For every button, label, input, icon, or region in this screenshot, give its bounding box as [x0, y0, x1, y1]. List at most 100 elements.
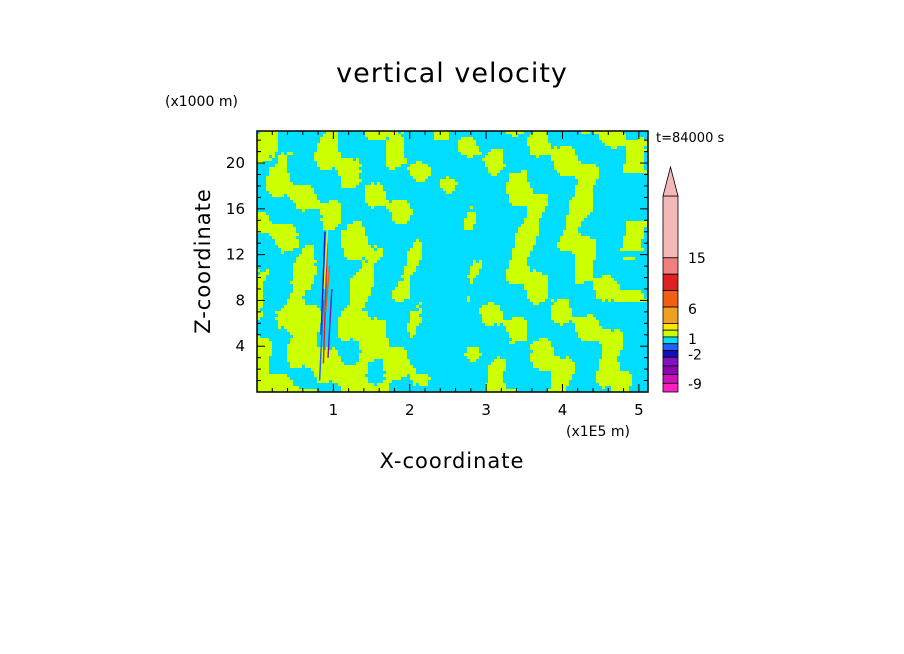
field-cell [413, 245, 422, 248]
field-cell [515, 239, 536, 242]
field-cell [383, 380, 392, 383]
field-cell [257, 146, 278, 149]
field-cell [275, 164, 287, 167]
field-cell [506, 269, 530, 272]
field-cell [410, 377, 431, 380]
field-cell [593, 281, 617, 284]
field-cell [512, 317, 524, 320]
field-cell [266, 188, 314, 191]
field-cell [410, 332, 416, 335]
field-cell [374, 245, 377, 248]
field-cell [320, 212, 341, 215]
field-cell [530, 344, 551, 347]
field-cell [506, 326, 527, 329]
field-cell [314, 152, 341, 155]
field-cell [395, 221, 407, 224]
field-cell [611, 146, 617, 149]
field-cell [341, 389, 389, 392]
field-cell [506, 182, 530, 185]
field-cell [602, 353, 620, 356]
y-tick-label: 16 [226, 200, 245, 218]
field-cell [407, 323, 419, 326]
field-cell [497, 356, 500, 359]
field-cell [386, 152, 404, 155]
field-cell [410, 320, 422, 323]
field-cell [275, 311, 323, 314]
field-cell [296, 203, 341, 206]
field-cell [278, 158, 287, 161]
y-tick-label: 12 [226, 246, 245, 264]
field-cell [572, 251, 596, 254]
field-cell [257, 134, 278, 137]
field-streak [327, 288, 333, 358]
field-cell [599, 137, 626, 140]
field-cell [575, 260, 593, 263]
field-cell [335, 167, 359, 170]
field-cell [527, 209, 545, 212]
field-cell [569, 206, 593, 209]
field-cell [416, 161, 422, 164]
field-cell [551, 374, 572, 377]
field-cell [407, 260, 419, 263]
field-cell [509, 263, 527, 266]
field-cell [506, 191, 533, 194]
field-cell [257, 365, 269, 368]
field-cell [626, 149, 647, 152]
field-cell [605, 143, 647, 146]
field-cell [395, 299, 404, 302]
field-cell [320, 209, 341, 212]
field-cell [272, 194, 284, 197]
field-cell [440, 182, 458, 185]
field-cell [509, 200, 548, 203]
field-cell [470, 269, 479, 272]
colorbar: 15 6 1-2 -9 [662, 165, 706, 393]
field-cell [257, 290, 263, 293]
field-cell [509, 197, 548, 200]
field-cell [293, 278, 314, 281]
field-cell [575, 272, 593, 275]
field-cell [350, 281, 374, 284]
field-cell [413, 380, 428, 383]
field-cell [416, 305, 419, 308]
field-cell [488, 368, 506, 371]
field-cell [623, 242, 641, 245]
field-cell [596, 380, 632, 383]
field-cell [386, 146, 404, 149]
y-tick-label: 8 [235, 291, 245, 309]
field-cell [347, 224, 362, 227]
field-cell [467, 347, 479, 350]
field-cell [626, 221, 647, 224]
field-cell [350, 302, 365, 305]
field-cell [554, 146, 557, 149]
field-cell [269, 233, 299, 236]
field-cell [407, 263, 419, 266]
field-cell [572, 320, 599, 323]
field-cell [536, 155, 539, 158]
field-cell [362, 263, 374, 266]
field-cell [569, 203, 593, 206]
field-cell [347, 227, 365, 230]
field-cell [332, 380, 368, 383]
field-cell [509, 335, 527, 338]
field-cell [527, 290, 548, 293]
field-cell [539, 338, 548, 341]
field-cell [386, 371, 416, 374]
field-cell [338, 335, 386, 338]
field-cell [599, 362, 620, 365]
field-cell [257, 212, 266, 215]
field-cell [323, 134, 338, 137]
field-cell [623, 245, 641, 248]
field-cell [626, 233, 644, 236]
field-cell [317, 149, 338, 152]
field-cell [293, 200, 320, 203]
field-cell [551, 386, 566, 389]
field-cell [485, 383, 506, 386]
field-cell [626, 227, 644, 230]
field-cell [257, 353, 272, 356]
field-cell [371, 206, 374, 209]
field-cell [257, 296, 263, 299]
field-cell [530, 146, 551, 149]
field-cell [599, 134, 626, 137]
field-cell [257, 317, 260, 320]
colorbar-band [662, 329, 679, 338]
